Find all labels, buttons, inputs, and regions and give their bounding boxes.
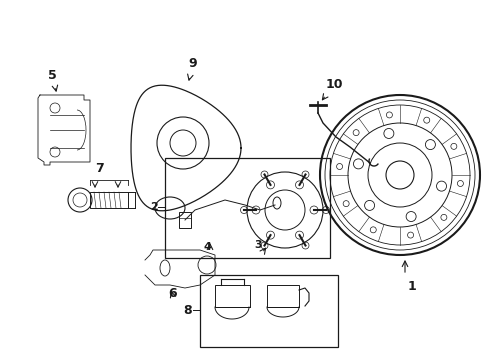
Text: 3: 3 (254, 240, 261, 250)
Text: 5: 5 (47, 69, 56, 82)
Text: 8: 8 (183, 303, 192, 316)
Text: 6: 6 (168, 287, 177, 300)
Bar (90, 192, 128, 208)
Text: 1: 1 (407, 280, 416, 293)
Text: 7: 7 (96, 162, 104, 175)
Bar (164, 158, 329, 258)
Bar (266, 285, 298, 307)
Text: 10: 10 (325, 78, 343, 91)
Bar (215, 285, 249, 307)
Bar (179, 212, 191, 228)
Text: 2: 2 (150, 202, 158, 212)
Bar (200, 275, 337, 347)
Text: 4: 4 (203, 242, 210, 252)
Text: 9: 9 (188, 57, 197, 70)
